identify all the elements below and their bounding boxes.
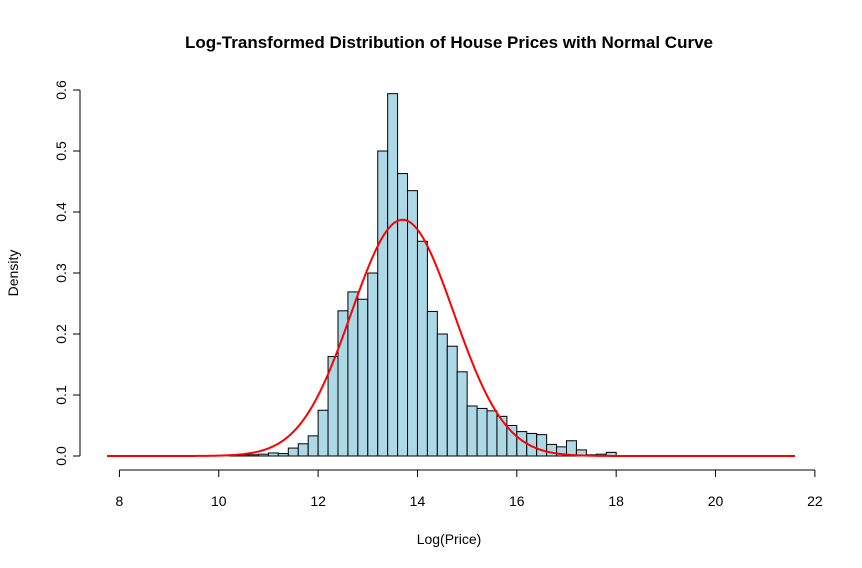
histogram-bar xyxy=(436,333,448,457)
y-axis-label: Density xyxy=(5,250,21,297)
histogram-bar xyxy=(546,443,558,457)
x-tick-label: 12 xyxy=(310,493,326,509)
histogram-bar xyxy=(397,173,409,457)
histogram-bar xyxy=(456,371,468,457)
histogram-bar xyxy=(297,443,309,457)
histogram-bar xyxy=(317,409,329,457)
x-tick-label: 10 xyxy=(211,493,227,509)
histogram-bar xyxy=(466,405,478,457)
y-axis: 0.0 0.1 0.2 0.3 0.4 0.5 0.6 xyxy=(53,80,81,466)
x-tick-label: 18 xyxy=(608,493,624,509)
histogram-bar xyxy=(536,434,548,457)
normal-curve-layer xyxy=(107,218,795,457)
histogram-bar xyxy=(357,298,369,457)
x-axis-label: Log(Price) xyxy=(417,531,482,547)
histogram-bar xyxy=(387,93,399,457)
histogram-bar xyxy=(337,310,349,457)
chart-title: Log-Transformed Distribution of House Pr… xyxy=(185,33,713,52)
histogram-bar xyxy=(486,410,498,457)
histogram-bar xyxy=(248,454,260,457)
x-tick-label: 14 xyxy=(410,493,426,509)
y-tick-label: 0.4 xyxy=(53,202,69,222)
y-tick-label: 0.6 xyxy=(53,80,69,100)
histogram-bar xyxy=(476,407,488,457)
x-tick-label: 20 xyxy=(708,493,724,509)
y-tick-label: 0.3 xyxy=(53,263,69,283)
histogram-bar xyxy=(287,447,299,457)
histogram-bar xyxy=(277,453,289,457)
histogram-bar xyxy=(407,190,418,457)
histogram-bar xyxy=(416,240,428,457)
histogram-bar xyxy=(307,435,319,457)
histogram-bars xyxy=(228,93,617,457)
histogram-bar xyxy=(426,310,438,457)
x-tick-label: 8 xyxy=(116,493,124,509)
x-tick-label: 22 xyxy=(807,493,823,509)
y-tick-label: 0.0 xyxy=(53,446,69,466)
y-tick-label: 0.2 xyxy=(53,324,69,344)
histogram-bar xyxy=(377,150,389,457)
histogram-bar xyxy=(258,453,269,457)
histogram-bar xyxy=(446,345,458,457)
normal-curve xyxy=(107,218,795,457)
histogram-bar xyxy=(267,452,279,457)
histogram-bar xyxy=(506,425,518,457)
x-tick-label: 16 xyxy=(509,493,525,509)
histogram-bar xyxy=(565,440,577,457)
histogram-bar xyxy=(367,272,379,457)
y-tick-label: 0.5 xyxy=(53,141,69,161)
y-tick-label: 0.1 xyxy=(53,385,69,405)
x-axis: 8 10 12 14 16 18 20 22 xyxy=(116,469,823,509)
histogram-bar xyxy=(496,415,508,457)
